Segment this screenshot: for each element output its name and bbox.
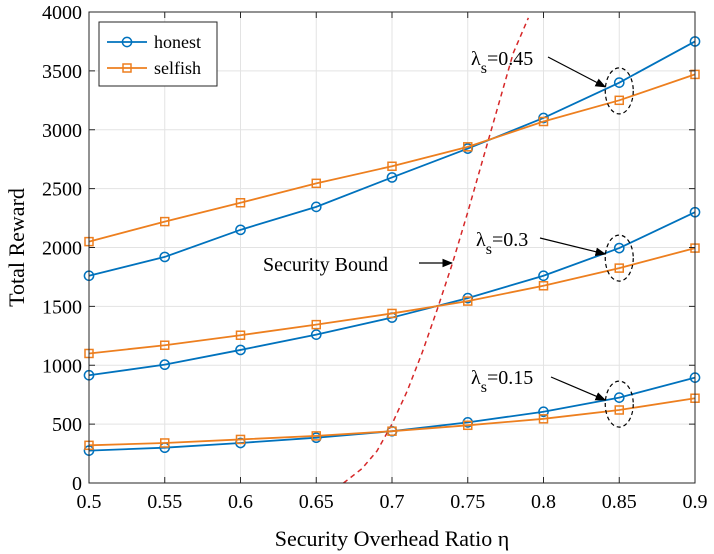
y-tick-label: 1500	[42, 296, 82, 318]
data-point-selfish	[387, 426, 397, 436]
annotation-ellipses	[604, 67, 634, 428]
data-point-honest	[310, 329, 322, 340]
data-point-honest	[613, 242, 625, 254]
lambda-subscript: s	[481, 60, 487, 77]
lambda-label: λs=0.3	[476, 229, 528, 258]
security-bound	[343, 17, 530, 484]
legend-label-honest: honest	[154, 32, 201, 52]
x-axis-label: Security Overhead Ratio η	[275, 526, 510, 551]
data-point-selfish	[614, 405, 624, 415]
data-point-selfish	[311, 319, 321, 330]
legend-box	[98, 21, 218, 87]
data-point-selfish	[235, 434, 246, 445]
y-tick-label: 3000	[42, 120, 82, 142]
lambda-symbol: λ	[471, 48, 481, 70]
data-point-honest	[159, 359, 171, 371]
data-point-selfish	[235, 330, 246, 340]
data-point-honest	[310, 201, 322, 213]
data-point-selfish	[538, 116, 549, 127]
lambda-value: =0.3	[492, 229, 528, 251]
series-honest	[83, 36, 701, 282]
data-point-honest	[613, 77, 625, 89]
data-point-honest	[538, 270, 549, 282]
data-point-selfish	[160, 216, 170, 227]
y-tick-label: 500	[52, 414, 82, 436]
x-tick-label: 0.85	[602, 491, 637, 513]
lambda-label: λs=0.15	[471, 367, 533, 396]
annotation-ellipse	[604, 234, 634, 282]
x-tick-label: 0.9	[683, 491, 708, 513]
data-point-selfish	[387, 308, 397, 319]
y-tick-label: 0	[72, 473, 82, 495]
lambda-subscript: s	[481, 379, 487, 396]
annotation-arrow	[547, 56, 607, 88]
data-point-selfish	[160, 438, 170, 448]
data-point-selfish	[463, 420, 473, 431]
y-tick-label: 1000	[42, 355, 82, 377]
data-point-selfish	[463, 142, 473, 152]
security-bound-line	[343, 17, 530, 484]
lambda-subscript: s	[486, 241, 492, 258]
annotation-arrow	[550, 376, 607, 401]
data-point-selfish	[311, 178, 321, 189]
lambda-symbol: λ	[476, 229, 486, 251]
y-tick-label: 4000	[42, 2, 82, 24]
x-tick-label: 0.75	[450, 491, 485, 513]
series-line-selfish	[88, 247, 696, 355]
series-line-selfish	[88, 73, 696, 243]
legend: honest selfish	[98, 21, 218, 87]
data-point-selfish	[614, 95, 624, 106]
x-tick-label: 0.8	[531, 491, 556, 513]
data-point-selfish	[463, 296, 473, 306]
data-point-honest	[386, 172, 398, 183]
lambda-symbol: λ	[471, 367, 481, 389]
series-line-honest	[88, 40, 696, 277]
x-tick-label: 0.7	[380, 491, 405, 513]
data-point-selfish	[160, 340, 170, 350]
axis-ticks: 0.5 0.55 0.6 0.65 0.7 0.75 0.8 0.85 0.9 0 500 1000 1…	[42, 2, 708, 513]
x-tick-label: 0.55	[147, 491, 182, 513]
y-axis-label: Total Reward	[4, 188, 29, 307]
annotation-ellipse	[604, 67, 634, 115]
data-point-selfish	[614, 263, 624, 273]
data-point-selfish	[538, 414, 549, 424]
data-point-selfish	[235, 198, 246, 208]
legend-label-selfish: selfish	[154, 58, 201, 78]
data-point-honest	[159, 251, 171, 263]
lambda-value: =0.45	[487, 48, 533, 70]
x-tick-label: 0.65	[299, 491, 334, 513]
data-point-selfish	[311, 431, 321, 441]
y-tick-label: 3500	[42, 61, 82, 83]
series-group	[83, 36, 701, 456]
series-selfish	[84, 393, 700, 451]
data-point-honest	[613, 392, 625, 403]
lambda-label: λs=0.45	[471, 48, 533, 77]
y-tick-label: 2500	[42, 179, 82, 201]
data-point-selfish	[387, 161, 397, 172]
x-tick-label: 0.6	[228, 491, 253, 513]
annotation-arrow	[539, 237, 607, 256]
lambda-value: =0.15	[487, 367, 533, 389]
data-point-honest	[235, 344, 246, 356]
data-point-honest	[538, 406, 549, 418]
data-point-honest	[235, 224, 246, 236]
data-point-selfish	[538, 281, 549, 291]
y-tick-label: 2000	[42, 238, 82, 260]
annotation-ellipse	[604, 380, 634, 428]
series-line-selfish	[88, 397, 696, 447]
x-tick-label: 0.5	[77, 491, 102, 513]
legend-marker-honest	[121, 36, 133, 48]
legend-marker-selfish	[122, 63, 132, 73]
security-bound-label: Security Bound	[263, 254, 388, 276]
